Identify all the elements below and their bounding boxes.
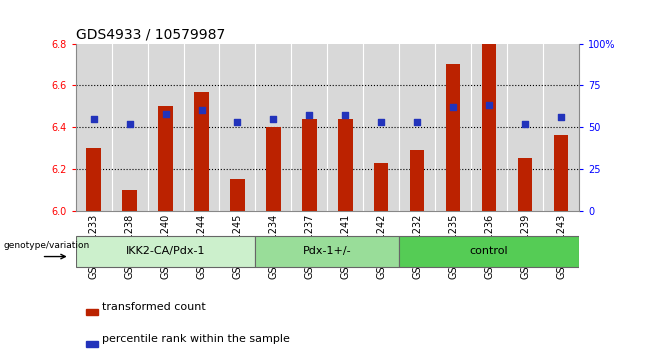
Point	[448, 104, 459, 110]
Bar	[410, 150, 424, 211]
Bar	[159, 106, 173, 211]
Bar	[86, 341, 98, 347]
Bar	[112, 44, 147, 211]
Point	[520, 121, 530, 127]
FancyBboxPatch shape	[76, 236, 255, 267]
Bar	[291, 44, 327, 211]
Bar	[363, 44, 399, 211]
Bar	[302, 119, 316, 211]
Bar	[122, 190, 137, 211]
Bar	[327, 44, 363, 211]
Bar	[507, 44, 543, 211]
Point	[232, 119, 243, 125]
Text: transformed count: transformed count	[102, 302, 205, 313]
Point	[412, 119, 422, 125]
Bar	[446, 64, 461, 211]
Bar	[184, 44, 220, 211]
Bar	[230, 179, 245, 211]
Text: GDS4933 / 10579987: GDS4933 / 10579987	[76, 27, 225, 41]
Bar	[543, 44, 579, 211]
Point	[556, 114, 567, 120]
Bar	[435, 44, 471, 211]
Point	[484, 102, 494, 108]
Bar	[86, 148, 101, 211]
Bar	[518, 158, 532, 211]
Bar	[86, 309, 98, 315]
Bar	[76, 44, 112, 211]
Point	[340, 113, 351, 118]
Text: control: control	[470, 246, 509, 256]
Bar	[220, 44, 255, 211]
Bar	[194, 91, 209, 211]
Point	[196, 107, 207, 113]
Bar	[374, 163, 388, 211]
Point	[304, 113, 315, 118]
Point	[124, 121, 135, 127]
Bar	[471, 44, 507, 211]
Bar	[147, 44, 184, 211]
Point	[88, 116, 99, 122]
Bar	[338, 119, 353, 211]
Bar	[266, 127, 280, 211]
Bar	[255, 44, 291, 211]
FancyBboxPatch shape	[399, 236, 579, 267]
Point	[376, 119, 386, 125]
Point	[268, 116, 279, 122]
Text: genotype/variation: genotype/variation	[4, 241, 90, 250]
Text: percentile rank within the sample: percentile rank within the sample	[102, 334, 290, 344]
Text: Pdx-1+/-: Pdx-1+/-	[303, 246, 351, 256]
Text: IKK2-CA/Pdx-1: IKK2-CA/Pdx-1	[126, 246, 205, 256]
Bar	[399, 44, 435, 211]
FancyBboxPatch shape	[255, 236, 399, 267]
Point	[161, 111, 171, 117]
Bar	[482, 44, 496, 211]
Bar	[554, 135, 569, 211]
